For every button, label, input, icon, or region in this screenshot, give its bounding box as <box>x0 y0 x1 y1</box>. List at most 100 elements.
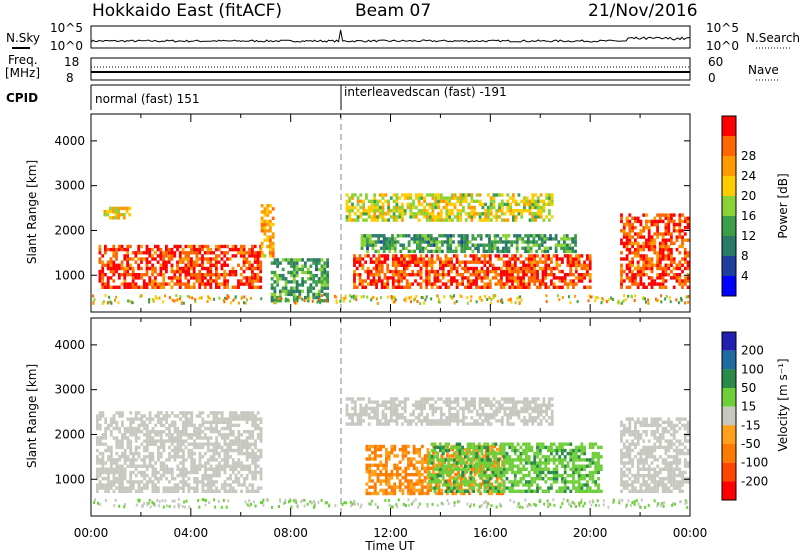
data-cell-0 <box>110 461 113 464</box>
data-cell-2 <box>261 251 264 254</box>
data-cell-6 <box>393 209 396 212</box>
data-cell-3 <box>315 268 318 271</box>
data-cell-0 <box>196 433 199 436</box>
data-cell-2 <box>393 492 396 495</box>
data-cell-6 <box>429 218 432 221</box>
data-cell-1 <box>382 413 385 416</box>
data-cell-0 <box>246 267 249 270</box>
data-cell-5 <box>520 270 523 273</box>
data-cell-1 <box>443 419 446 422</box>
data-cell-3 <box>287 280 290 283</box>
data-cell-0 <box>221 427 224 430</box>
data-cell-5 <box>406 282 409 285</box>
data-cell-0 <box>187 245 190 248</box>
data-cell-0 <box>135 276 138 279</box>
data-cell-3 <box>293 280 296 283</box>
data-cell-2 <box>404 451 407 454</box>
data-cell-0 <box>126 257 129 260</box>
data-cell-0 <box>246 468 249 471</box>
data-cell-0 <box>260 474 263 477</box>
data-cell-3 <box>431 455 434 458</box>
data-cell-1 <box>526 422 529 425</box>
data-cell-7 <box>626 217 629 220</box>
data-cell-4 <box>505 234 508 237</box>
data-cell-6 <box>470 200 473 203</box>
data-cell-5 <box>367 267 370 270</box>
data-cell-7 <box>631 276 634 279</box>
data-cell-0 <box>148 251 151 254</box>
data-cell-6 <box>476 193 479 196</box>
data-cell-0 <box>251 286 254 289</box>
data-cell-2 <box>393 486 396 489</box>
data-cell-0 <box>171 248 174 251</box>
data-cell-6 <box>490 200 493 203</box>
data-cell-0 <box>251 245 254 248</box>
data-cell-6 <box>479 212 482 215</box>
data-cell-0 <box>215 436 218 439</box>
data-cell-3 <box>282 258 285 261</box>
data-cell-2 <box>402 470 405 473</box>
data-cell-0 <box>215 446 218 449</box>
data-cell-5 <box>575 257 578 260</box>
data-cell-5 <box>517 279 520 282</box>
data-cell-0 <box>226 417 229 420</box>
data-cell-1 <box>359 404 362 407</box>
data-cell-3 <box>445 458 448 461</box>
data-cell-1 <box>396 410 399 413</box>
data-cell-0 <box>113 468 116 471</box>
data-cell-7 <box>673 226 676 229</box>
data-cell-0 <box>112 254 115 257</box>
data-cell-3 <box>298 283 301 286</box>
data-cell-3 <box>442 465 445 468</box>
data-cell-1 <box>387 419 390 422</box>
data-cell-0 <box>157 458 160 461</box>
data-cell-5 <box>575 282 578 285</box>
data-cell-7 <box>626 223 629 226</box>
data-cell-5 <box>375 282 378 285</box>
data-cell-1 <box>109 207 112 210</box>
data-cell-5 <box>381 254 384 257</box>
data-cell-7 <box>628 286 631 289</box>
data-cell-1 <box>404 410 407 413</box>
low-range-echo <box>349 294 351 297</box>
data-cell-2 <box>402 492 405 495</box>
data-cell-2 <box>385 451 388 454</box>
data-cell-0 <box>138 455 141 458</box>
data-cell-5 <box>450 270 453 273</box>
data-cell-5 <box>356 261 359 264</box>
data-cell-3 <box>326 265 329 268</box>
data-cell-4 <box>510 244 513 247</box>
data-cell-0 <box>124 427 127 430</box>
data-cell-6 <box>473 209 476 212</box>
low-range-echo <box>376 297 378 300</box>
data-cell-7 <box>676 276 679 279</box>
data-cell-0 <box>157 439 160 442</box>
data-cell-0 <box>185 446 188 449</box>
data-cell-0 <box>168 276 171 279</box>
data-cell-0 <box>199 446 202 449</box>
data-cell-0 <box>157 417 160 420</box>
data-cell-0 <box>154 433 157 436</box>
data-cell-4 <box>372 244 375 247</box>
data-cell-5 <box>417 257 420 260</box>
data-cell-5 <box>583 261 586 264</box>
data-cell-5 <box>500 270 503 273</box>
data-cell-6 <box>484 212 487 215</box>
data-cell-7 <box>637 264 640 267</box>
data-cell-0 <box>234 254 237 257</box>
data-cell-7 <box>634 273 637 276</box>
data-cell-0 <box>163 471 166 474</box>
data-cell-0 <box>207 273 210 276</box>
data-cell-1 <box>548 422 551 425</box>
data-cell-1 <box>468 400 471 403</box>
data-cell-4 <box>394 250 397 253</box>
data-cell-5 <box>397 282 400 285</box>
data-cell-5 <box>544 282 547 285</box>
data-cell-5 <box>425 267 428 270</box>
data-cell-2 <box>269 239 272 242</box>
data-cell-0 <box>107 483 110 486</box>
data-cell-7 <box>659 217 662 220</box>
data-cell-2 <box>427 489 430 492</box>
data-cell-1 <box>432 397 435 400</box>
data-cell-2 <box>366 470 369 473</box>
